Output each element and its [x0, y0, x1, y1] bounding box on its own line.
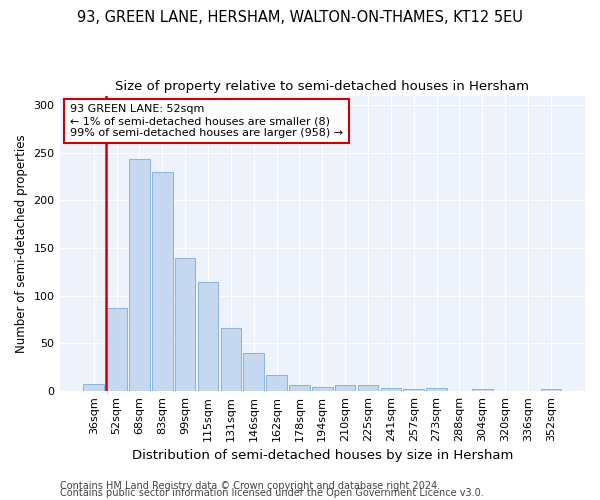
- Bar: [152, 172, 173, 391]
- Bar: [472, 390, 493, 391]
- Bar: [244, 353, 264, 391]
- Bar: [358, 386, 378, 391]
- Text: Contains public sector information licensed under the Open Government Licence v3: Contains public sector information licen…: [60, 488, 484, 498]
- Bar: [380, 388, 401, 391]
- Bar: [312, 388, 332, 391]
- Bar: [335, 386, 355, 391]
- Bar: [221, 328, 241, 391]
- Text: Contains HM Land Registry data © Crown copyright and database right 2024.: Contains HM Land Registry data © Crown c…: [60, 481, 440, 491]
- Bar: [129, 160, 150, 391]
- Y-axis label: Number of semi-detached properties: Number of semi-detached properties: [15, 134, 28, 352]
- Bar: [266, 375, 287, 391]
- Text: 93, GREEN LANE, HERSHAM, WALTON-ON-THAMES, KT12 5EU: 93, GREEN LANE, HERSHAM, WALTON-ON-THAME…: [77, 10, 523, 25]
- X-axis label: Distribution of semi-detached houses by size in Hersham: Distribution of semi-detached houses by …: [131, 450, 513, 462]
- Bar: [198, 282, 218, 391]
- Bar: [106, 308, 127, 391]
- Bar: [83, 384, 104, 391]
- Bar: [289, 384, 310, 391]
- Text: 93 GREEN LANE: 52sqm
← 1% of semi-detached houses are smaller (8)
99% of semi-de: 93 GREEN LANE: 52sqm ← 1% of semi-detach…: [70, 104, 343, 138]
- Title: Size of property relative to semi-detached houses in Hersham: Size of property relative to semi-detach…: [115, 80, 529, 93]
- Bar: [541, 390, 561, 391]
- Bar: [426, 388, 447, 391]
- Bar: [403, 390, 424, 391]
- Bar: [175, 258, 196, 391]
